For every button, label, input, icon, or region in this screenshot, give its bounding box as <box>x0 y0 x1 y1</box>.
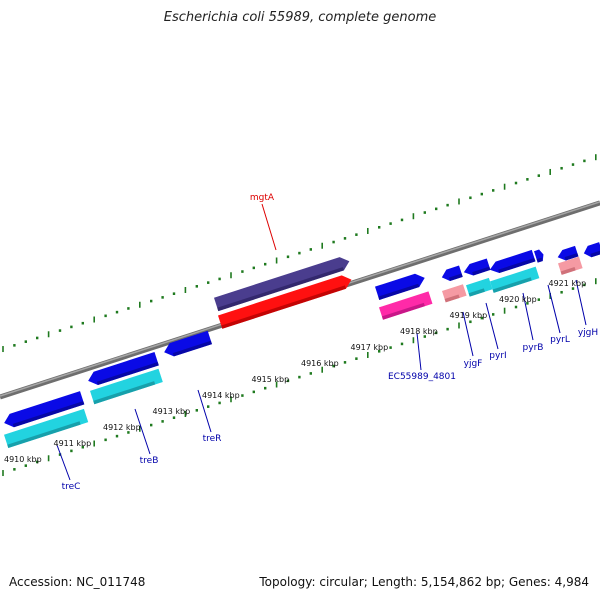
gene-features <box>4 242 600 449</box>
label-leader <box>462 311 474 357</box>
pyrI-feature <box>466 277 493 297</box>
gene-block-4800-shade <box>378 283 420 300</box>
label-leader <box>134 408 151 455</box>
mgtA-gene-a-shade <box>217 267 344 312</box>
mgtA-gene-b-body <box>218 275 352 329</box>
scale-tick-label: 4914 kbp <box>202 391 240 400</box>
scale-tick-label: 4920 kbp <box>499 295 537 304</box>
pyrI-feature-shade <box>468 288 485 297</box>
gene-small-4-shade <box>536 257 543 263</box>
gene-label: yjgH <box>578 328 598 338</box>
mgtA-gene-b <box>218 275 352 329</box>
tre-gene-2 <box>88 352 159 386</box>
pink-feature-2-shade <box>560 267 576 275</box>
label-leader <box>547 284 561 334</box>
scale-tick-label: 4916 kbp <box>301 359 339 368</box>
scale-tick-label: 4919 kbp <box>450 311 488 320</box>
gene-small-3 <box>489 249 536 274</box>
scale-tick-label: 4921 kbp <box>549 279 587 288</box>
pyrI-feature-body <box>466 277 493 297</box>
scale-tick-label: 4913 kbp <box>153 407 191 416</box>
tre-gene-2-shade <box>96 361 159 386</box>
gene-label: pyrL <box>550 335 570 345</box>
gene-small-3-shade <box>498 258 536 274</box>
gene-label: treR <box>203 434 222 444</box>
gene-label: mgtA <box>250 193 275 203</box>
scale-tick-label: 4918 kbp <box>400 327 438 336</box>
pyrB-feature-body <box>490 266 540 293</box>
gene-small-1 <box>441 265 463 281</box>
treC-feature-body <box>4 408 89 449</box>
scale-tick-label: 4910 kbp <box>4 455 42 464</box>
label-leader <box>485 302 499 350</box>
gene-small-4 <box>534 249 544 263</box>
label-leader <box>416 332 422 371</box>
gene-block-4800 <box>375 273 425 300</box>
tre-gene-1-body <box>4 391 85 428</box>
gene-small-5 <box>557 245 579 261</box>
mgtA-gene-a-body <box>214 257 350 312</box>
gene-label: EC55989_4801 <box>388 372 456 382</box>
gene-block-4800-body <box>375 273 425 300</box>
tre-gene-3-body <box>164 330 212 357</box>
label-leader <box>197 389 212 433</box>
pyrB-feature-shade <box>492 277 532 293</box>
tre-gene-1-shade <box>12 401 85 428</box>
gene-labels: mgtA treC treB treR EC55989_4801 yjgF pyrI pyrB… <box>56 193 598 492</box>
gene-small-2-shade <box>472 266 491 276</box>
EC55989-4801-feature-shade <box>381 302 425 320</box>
tick-marks <box>2 154 597 477</box>
treC-feature <box>4 408 89 449</box>
tre-gene-2-body <box>88 352 159 386</box>
label-leader <box>261 203 277 251</box>
genome-title: Escherichia coli 55989, complete genome <box>163 10 437 25</box>
scale-tick-label: 4912 kbp <box>103 423 141 432</box>
gene-label: treC <box>62 482 81 492</box>
gene-small-3-body <box>489 249 536 274</box>
treB-feature-shade <box>93 381 156 405</box>
label-leader <box>522 292 534 341</box>
pyrB-feature <box>490 266 540 293</box>
gene-small-5-shade <box>564 253 579 261</box>
pink-feature-2-body <box>558 256 583 275</box>
EC55989-4801-feature-body <box>379 291 433 320</box>
scale-tick-label: 4911 kbp <box>54 439 92 448</box>
pink-feature-1-shade <box>444 294 460 303</box>
tre-gene-3 <box>164 330 212 357</box>
gene-small-1-shade <box>448 273 463 281</box>
treB-feature <box>90 368 163 405</box>
treC-feature-shade <box>7 421 81 449</box>
scale-tick-label: 4915 kbp <box>252 375 290 384</box>
treB-feature-body <box>90 368 163 405</box>
pink-feature-1 <box>442 284 467 303</box>
gene-label: yjgF <box>464 359 483 369</box>
gene-small-2 <box>463 258 491 276</box>
EC55989-4801-feature <box>379 291 433 320</box>
gene-small-6-body <box>583 242 600 258</box>
pink-feature-1-body <box>442 284 467 303</box>
mgtA-gene-a <box>214 257 350 312</box>
gene-label: pyrI <box>489 351 506 361</box>
label-leader <box>56 444 71 481</box>
scale-tick-label: 4917 kbp <box>351 343 389 352</box>
scale-labels: 4910 kbp 4911 kbp 4912 kbp 4913 kbp 4914 kbp… <box>4 279 586 464</box>
tre-gene-3-shade <box>172 340 212 357</box>
accession-text: Accession: NC_011748 <box>9 575 146 589</box>
genome-summary-text: Topology: circular; Length: 5,154,862 bp… <box>259 575 589 589</box>
mgtA-gene-b-shade <box>221 285 346 329</box>
label-leader <box>575 279 587 326</box>
gene-small-6 <box>583 242 600 258</box>
gene-label: treB <box>140 456 159 466</box>
tre-gene-1 <box>4 391 85 428</box>
gene-label: pyrB <box>523 343 544 353</box>
pink-feature-2 <box>558 256 583 275</box>
